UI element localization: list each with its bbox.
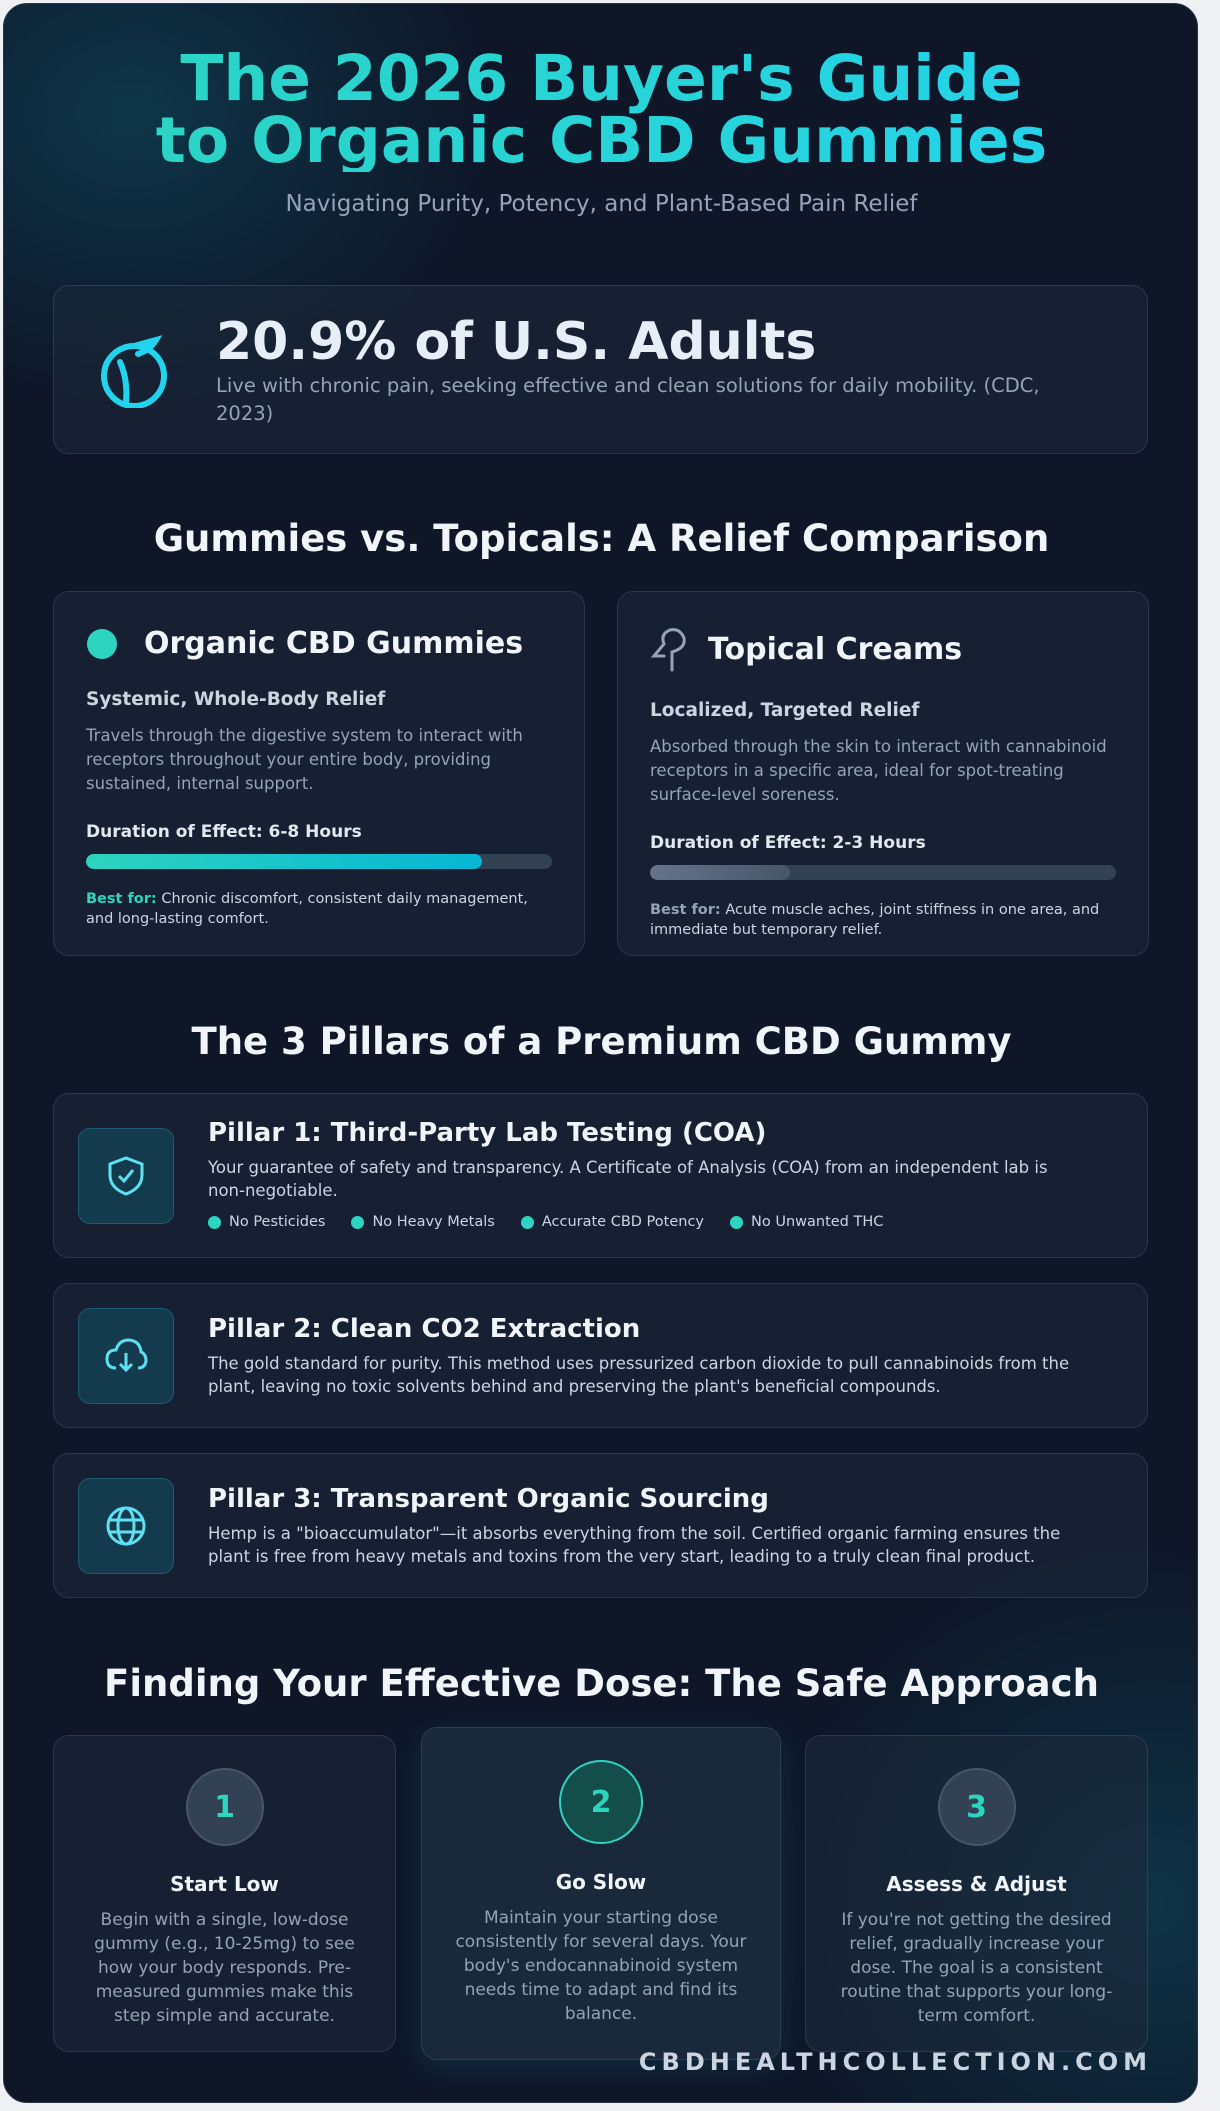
card-subtitle: Localized, Targeted Relief	[650, 700, 920, 721]
pillar-card: Pillar 2: Clean CO2 Extraction The gold …	[53, 1283, 1148, 1428]
step-title: Assess & Adjust	[886, 1872, 1067, 1896]
duration-fill	[650, 865, 790, 880]
best-for-label: Best for:	[650, 902, 721, 918]
pillar-title: Pillar 1: Third-Party Lab Testing (COA)	[208, 1118, 767, 1148]
duration: Duration of Effect: 6-8 Hours	[86, 822, 362, 842]
duration: Duration of Effect: 2-3 Hours	[650, 833, 926, 853]
comparison-card: Organic CBD Gummies Systemic, Whole-Body…	[53, 591, 585, 956]
check-icon	[520, 1215, 534, 1229]
stat-headline: 20.9% of U.S. Adults	[216, 312, 817, 372]
duration-bar	[86, 854, 552, 869]
card-title: Topical Creams	[708, 631, 963, 667]
best-for-text: Chronic discomfort, consistent daily man…	[86, 891, 528, 927]
section-heading: Finding Your Effective Dose: The Safe Ap…	[104, 1662, 1099, 1705]
pillar-icon	[78, 1308, 174, 1404]
subtitle: Navigating Purity, Potency, and Plant-Ba…	[285, 191, 918, 217]
check-text: No Heavy Metals	[372, 1214, 495, 1230]
best-for-text: Acute muscle aches, joint stiffness in o…	[650, 902, 1100, 938]
step-title: Start Low	[170, 1872, 279, 1896]
check-text: No Pesticides	[229, 1214, 326, 1230]
pillar-title: Pillar 3: Transparent Organic Sourcing	[208, 1484, 769, 1514]
step-card: 1 Start Low Begin with a single, low-dos…	[53, 1735, 396, 2052]
comparison-card: Topical Creams Localized, Targeted Relie…	[617, 591, 1149, 956]
step-card: 3 Assess & Adjust If you're not getting …	[805, 1735, 1148, 2052]
step-number: 1	[185, 1768, 264, 1846]
step-description: If you're not getting the desired relief…	[840, 1910, 1113, 2026]
check-item: Accurate CBD Potency	[520, 1214, 704, 1230]
check-text: No Unwanted THC	[751, 1214, 884, 1230]
card-description: Travels through the digestive system to …	[86, 726, 523, 793]
pillar-icon	[78, 1478, 174, 1574]
card-description: Absorbed through the skin to interact wi…	[650, 737, 1107, 804]
check-item: No Unwanted THC	[730, 1214, 883, 1230]
footer-site: CBDHEALTHCOLLECTION.COM	[638, 2048, 1152, 2076]
check-icon	[208, 1215, 221, 1229]
card-icon	[87, 628, 117, 659]
section-heading: Gummies vs. Topicals: A Relief Compariso…	[153, 517, 1050, 560]
step-number: 3	[937, 1768, 1016, 1846]
check-icon	[351, 1215, 365, 1229]
pillar-card: Pillar 3: Transparent Organic Sourcing H…	[53, 1453, 1148, 1598]
best-for-label: Best for:	[86, 891, 157, 907]
card-title: Organic CBD Gummies	[144, 626, 524, 661]
check-list: No Pesticides No Heavy Metals Accurate CBD…	[208, 1214, 1077, 1230]
step-card: 2 Go Slow Maintain your starting dose co…	[421, 1727, 781, 2060]
check-icon	[730, 1215, 743, 1229]
section-heading: The 3 Pillars of a Premium CBD Gummy	[191, 1020, 1012, 1063]
stat-description: Live with chronic pain, seeking effectiv…	[216, 374, 1040, 425]
duration-fill	[86, 854, 483, 869]
check-item: No Pesticides	[208, 1214, 325, 1230]
best-for: Best for: Chronic discomfort, consistent…	[86, 889, 552, 929]
duration-bar	[650, 865, 1116, 880]
pillar-description: The gold standard for purity. This metho…	[208, 1354, 1070, 1396]
card-subtitle: Systemic, Whole-Body Relief	[86, 689, 386, 710]
step-number: 2	[559, 1760, 643, 1844]
stat-icon	[101, 335, 167, 408]
step-description: Begin with a single, low-dose gummy (e.g…	[94, 1910, 355, 2026]
check-text: Accurate CBD Potency	[541, 1214, 704, 1230]
infographic: The 2026 Buyer's Guide to Organic CBD Gu…	[3, 3, 1198, 2103]
pillar-description: Your guarantee of safety and transparenc…	[208, 1158, 1048, 1200]
check-item: No Heavy Metals	[351, 1214, 495, 1230]
pillar-card: Pillar 1: Third-Party Lab Testing (COA) …	[53, 1093, 1148, 1258]
step-description: Maintain your starting dose consistently…	[455, 1908, 747, 2024]
card-icon	[650, 628, 686, 672]
pillar-icon	[78, 1128, 174, 1224]
pillar-title: Pillar 2: Clean CO2 Extraction	[208, 1314, 641, 1344]
title: The 2026 Buyer's Guide to Organic CBD Gu…	[4, 47, 1197, 172]
best-for: Best for: Acute muscle aches, joint stif…	[650, 900, 1116, 940]
stat-box: 20.9% of U.S. Adults Live with chronic p…	[53, 285, 1148, 454]
pillar-description: Hemp is a "bioaccumulator"—it absorbs ev…	[208, 1524, 1061, 1566]
step-title: Go Slow	[555, 1870, 647, 1894]
